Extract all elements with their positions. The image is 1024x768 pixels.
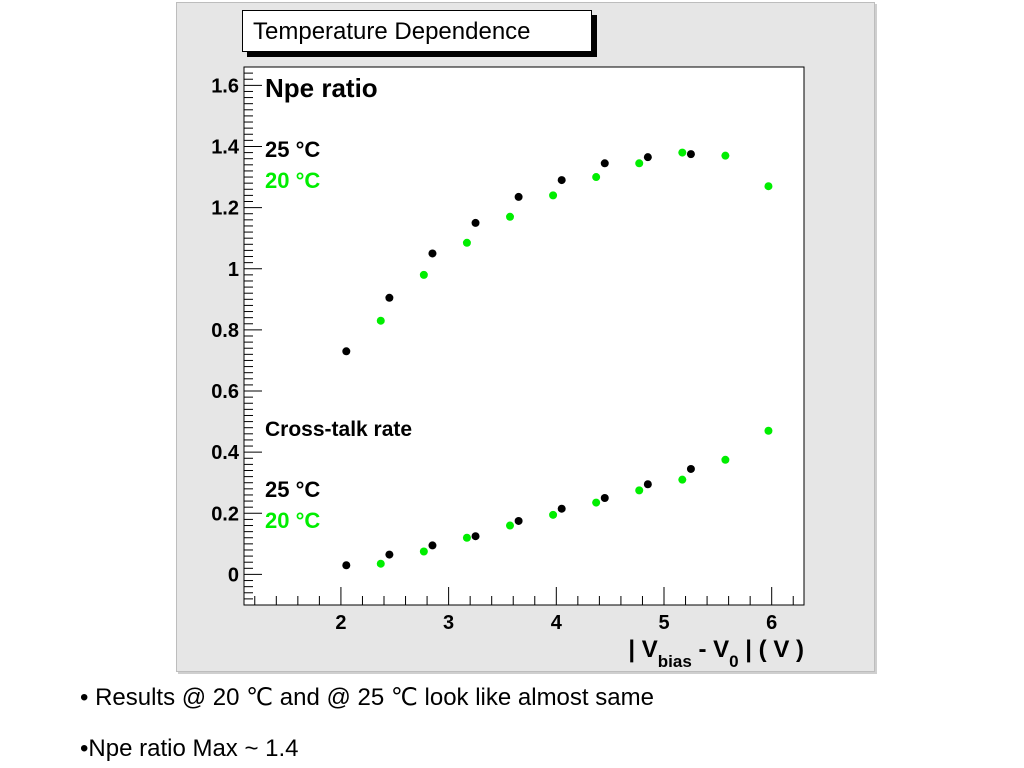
data-point — [678, 475, 687, 484]
y-tick-label: 0.8 — [211, 320, 239, 342]
x-tick-label: 5 — [658, 612, 669, 634]
data-point — [419, 270, 428, 279]
crosstalk-legend-20c: 20 °C — [265, 508, 320, 533]
data-point — [514, 516, 523, 525]
data-point — [721, 455, 730, 464]
data-point — [635, 159, 644, 168]
data-point — [419, 547, 428, 556]
data-point — [678, 148, 687, 157]
plot-area — [243, 66, 805, 606]
data-point — [471, 218, 480, 227]
x-tick-label: 3 — [443, 612, 454, 634]
data-point — [506, 212, 514, 221]
data-point — [514, 192, 523, 201]
y-tick-label: 1.4 — [211, 136, 240, 158]
crosstalk-legend-25c: 25 °C — [265, 477, 320, 502]
data-point — [592, 498, 601, 507]
data-points — [342, 148, 773, 570]
x-tick-label: 4 — [551, 612, 563, 634]
npe-legend-25c: 25 °C — [265, 137, 320, 162]
y-tick-label: 0 — [228, 564, 239, 586]
x-tick-label: 6 — [766, 612, 777, 634]
data-point — [462, 533, 471, 542]
bullet-results: • Results @ 20 ℃ and @ 25 ℃ look like al… — [80, 684, 654, 711]
npe-legend-20c: 20 °C — [265, 168, 320, 193]
axis-ticks — [244, 66, 794, 606]
data-point — [376, 559, 385, 568]
data-point — [385, 293, 394, 302]
data-point — [721, 151, 730, 160]
data-point — [557, 504, 566, 513]
chart-title: Temperature Dependence — [242, 10, 592, 52]
crosstalk-title: Cross-talk rate — [265, 418, 412, 441]
data-point — [506, 521, 514, 530]
data-point — [764, 182, 773, 191]
data-point — [428, 249, 437, 258]
y-tick-label: 0.4 — [211, 442, 240, 464]
y-tick-label: 0.2 — [211, 503, 239, 525]
data-point — [549, 191, 558, 200]
data-point — [428, 541, 437, 550]
data-point — [385, 550, 394, 559]
x-axis-label: | Vbias - V0 | ( V ) — [628, 636, 804, 671]
data-point — [686, 150, 695, 159]
data-point — [600, 494, 609, 503]
npe-ratio-title: Npe ratio — [265, 73, 378, 103]
axis-labels: 0 0.2 0.4 0.6 0.8 1 1.2 1.4 1.6 2 3 4 5 6 — [211, 75, 777, 634]
data-point — [549, 510, 558, 519]
bullet-npe-max: •Npe ratio Max ~ 1.4 — [80, 735, 299, 762]
y-tick-label: 1.6 — [211, 75, 239, 97]
data-point — [643, 480, 652, 489]
data-point — [635, 486, 644, 495]
y-tick-label: 1.2 — [211, 198, 239, 220]
data-point — [643, 153, 652, 162]
y-tick-label: 1 — [228, 259, 239, 281]
y-tick-label: 0.6 — [211, 381, 239, 403]
data-point — [686, 464, 695, 473]
data-point — [557, 176, 566, 185]
data-point — [462, 238, 471, 247]
data-point — [342, 561, 351, 570]
data-point — [471, 532, 480, 541]
data-point — [764, 426, 773, 435]
x-tick-label: 2 — [335, 612, 346, 634]
data-point — [600, 159, 609, 168]
data-point — [342, 347, 351, 356]
data-point — [592, 173, 601, 182]
data-point — [376, 316, 385, 325]
